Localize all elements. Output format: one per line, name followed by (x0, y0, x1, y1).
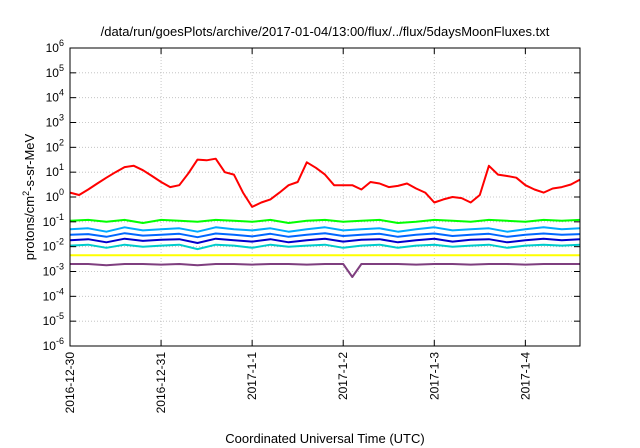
x-axis-label: Coordinated Universal Time (UTC) (225, 431, 424, 446)
y-tick-label: 10-4 (43, 286, 64, 303)
y-tick-label: 10-2 (43, 237, 64, 254)
y-tick-label: 100 (46, 187, 64, 204)
series-line-4 (69, 232, 581, 239)
y-tick-label: 102 (46, 137, 64, 154)
x-tick-label: 2017-1-2 (336, 352, 350, 400)
x-tick-label: 2017-1-4 (518, 352, 532, 400)
y-tick-label: 10-5 (43, 311, 64, 328)
series-line-2 (69, 218, 581, 224)
data-series (69, 157, 581, 278)
y-tick-label: 101 (46, 162, 64, 179)
y-axis-ticks: 10-6 10-5 10-4 10-3 10-2 10-1 100 101 102 103 104 1… (43, 38, 580, 353)
y-tick-label: 103 (46, 113, 64, 130)
y-tick-label: 10-1 (43, 212, 64, 229)
x-tick-label: 2017-1-1 (245, 352, 259, 400)
chart-title: /data/run/goesPlots/archive/2017-01-04/1… (101, 24, 550, 39)
series-line-3 (69, 226, 581, 233)
y-tick-label: 10-6 (43, 336, 64, 353)
y-tick-label: 10-3 (43, 262, 64, 279)
x-axis-ticks: 2016-12-30 2016-12-31 2017-1-1 2017-1-2 2017… (63, 48, 532, 413)
series-line-1 (69, 157, 581, 208)
y-axis-label: protons/cm2-s-sr-MeV (21, 133, 37, 260)
grid-lines (70, 48, 580, 346)
y-tick-label: 106 (46, 38, 64, 55)
series-line-8 (70, 263, 580, 278)
y-tick-label: 104 (46, 88, 64, 105)
y-tick-label: 105 (46, 63, 64, 80)
x-tick-label: 2016-12-31 (154, 352, 168, 414)
series-line-6 (69, 243, 581, 251)
series-line-5 (69, 237, 581, 244)
x-tick-label: 2016-12-30 (63, 352, 77, 414)
x-tick-label: 2017-1-3 (427, 352, 441, 400)
